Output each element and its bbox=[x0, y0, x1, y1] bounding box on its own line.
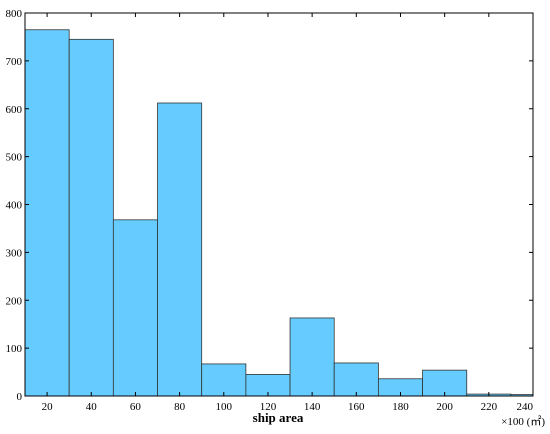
y-tick-label: 0 bbox=[17, 391, 23, 403]
x-tick-label: 220 bbox=[481, 401, 498, 413]
x-tick-label: 180 bbox=[392, 401, 409, 413]
y-tick-label: 100 bbox=[6, 343, 23, 355]
x-tick-label: 100 bbox=[216, 401, 233, 413]
y-tick-label: 400 bbox=[6, 200, 23, 212]
y-tick-label: 300 bbox=[6, 247, 23, 259]
bars-group bbox=[24, 29, 534, 397]
x-tick-label: 20 bbox=[42, 401, 54, 413]
x-tick-label: 60 bbox=[130, 401, 142, 413]
y-tick-label: 500 bbox=[6, 152, 23, 164]
x-axis-title: ship area bbox=[253, 410, 304, 425]
y-tick-label: 600 bbox=[6, 104, 23, 116]
x-tick-label: 40 bbox=[86, 401, 98, 413]
y-tick-label: 800 bbox=[6, 8, 23, 20]
histogram-bar-2 bbox=[112, 219, 158, 397]
x-tick-label: 120 bbox=[260, 401, 277, 413]
histogram-bar-0 bbox=[24, 29, 70, 397]
histogram-bar-7 bbox=[333, 362, 379, 397]
histogram-bar-3 bbox=[157, 102, 203, 397]
x-tick-label: 80 bbox=[174, 401, 186, 413]
y-axis: 0 100 200 300 400 500 600 700 800 bbox=[6, 8, 533, 403]
histogram-bar-4 bbox=[201, 363, 247, 397]
x-tick-label: 240 bbox=[517, 401, 534, 413]
histogram-bar-6 bbox=[289, 317, 335, 397]
x-axis-unit-label: ×100 (㎡) bbox=[501, 415, 545, 428]
histogram-bar-1 bbox=[68, 38, 114, 397]
y-tick-label: 700 bbox=[6, 56, 23, 68]
x-tick-label: 200 bbox=[436, 401, 453, 413]
x-tick-label: 160 bbox=[348, 401, 365, 413]
y-tick-label: 200 bbox=[6, 295, 23, 307]
x-axis: 20 40 60 80 100 120 140 160 180 200 220 240 bbox=[42, 13, 534, 413]
x-tick-label: 140 bbox=[304, 401, 321, 413]
